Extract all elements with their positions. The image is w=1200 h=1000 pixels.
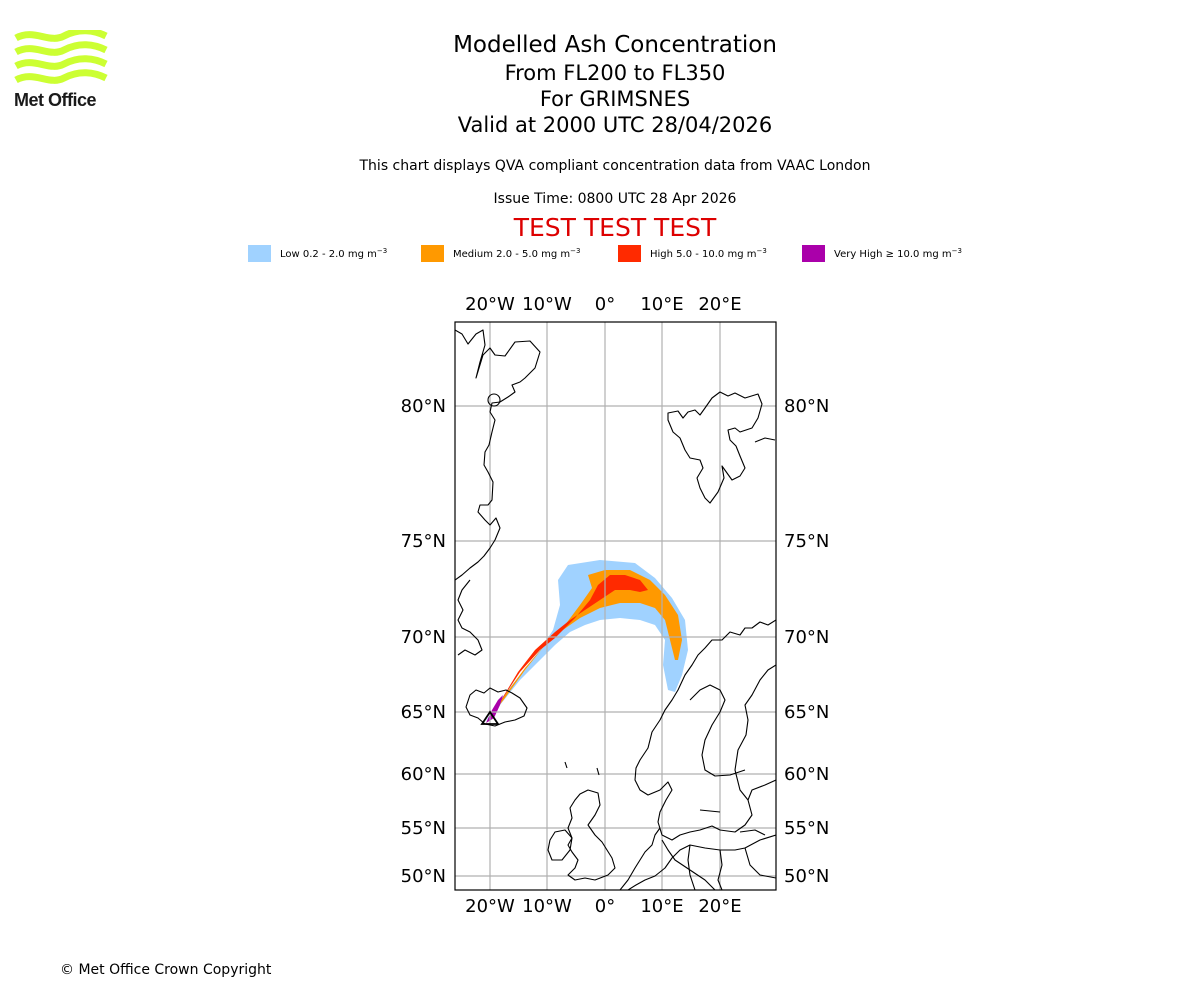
coast-greenland-east: [457, 579, 483, 656]
test-banner: TEST TEST TEST: [513, 213, 717, 242]
coast-islands-ne: [754, 437, 776, 443]
lat-label: 55°N: [401, 818, 446, 839]
lat-label: 75°N: [784, 531, 829, 552]
map-border: [454, 321, 777, 891]
flight-levels: From FL200 to FL350: [504, 61, 726, 85]
lat-label: 75°N: [401, 531, 446, 552]
volcano-marker-icon: [480, 710, 500, 725]
lon-label: 20°W: [465, 896, 515, 917]
lon-labels-top: 20°W 10°W 0° 10°E 20°E: [465, 294, 741, 315]
compliance-note: This chart displays QVA compliant concen…: [359, 158, 871, 174]
coast-faroe-shetland: [564, 761, 600, 776]
lat-label: 65°N: [401, 702, 446, 723]
legend-label: Low 0.2 - 2.0 mg m: [280, 249, 377, 260]
legend-label: High 5.0 - 10.0 mg m: [650, 249, 757, 260]
plume-high: [490, 575, 648, 718]
lat-labels-left: 80°N 75°N 70°N 65°N 60°N 55°N 50°N: [401, 396, 446, 887]
coast-continent: [619, 827, 716, 890]
lat-labels-right: 80°N 75°N 70°N 65°N 60°N 55°N 50°N: [784, 396, 829, 887]
coast-svalbard: [667, 391, 763, 504]
legend-swatch: [248, 245, 271, 262]
coast-island: [487, 393, 501, 407]
logo-text: Met Office: [14, 90, 97, 110]
borders: [687, 809, 776, 890]
volcano-name: For GRIMSNES: [539, 87, 691, 111]
graticule: [455, 322, 776, 890]
lon-label: 20°E: [698, 896, 741, 917]
coastlines: [455, 329, 776, 890]
lat-label: 50°N: [784, 866, 829, 887]
lon-labels-bottom: 20°W 10°W 0° 10°E 20°E: [465, 896, 741, 917]
coast-greenland: [455, 329, 541, 581]
met-office-logo: Met Office: [14, 27, 108, 112]
lon-label: 10°E: [640, 896, 683, 917]
coast-iceland: [465, 687, 528, 727]
lon-label: 20°E: [698, 294, 741, 315]
coast-baltic: [627, 779, 776, 890]
plume-medium: [488, 570, 682, 720]
legend-label: Very High ≥ 10.0 mg m: [834, 249, 952, 260]
coast-norway: [634, 619, 776, 841]
legend-swatch: [802, 245, 825, 262]
lat-label: 65°N: [784, 702, 829, 723]
lon-label: 10°W: [522, 896, 572, 917]
lat-label: 60°N: [784, 764, 829, 785]
lat-label: 70°N: [784, 627, 829, 648]
coast-sweden-finland: [689, 684, 746, 777]
legend-swatch: [421, 245, 444, 262]
chart-header: Modelled Ash Concentration From FL200 to…: [0, 30, 1200, 138]
met-office-waves-icon: [14, 27, 108, 84]
lon-label: 20°W: [465, 294, 515, 315]
valid-time: Valid at 2000 UTC 28/04/2026: [457, 113, 773, 137]
legend-label: Medium 2.0 - 5.0 mg m: [453, 249, 571, 260]
lon-label: 0°: [595, 896, 615, 917]
coast-great-britain: [567, 789, 616, 881]
lat-label: 80°N: [784, 396, 829, 417]
lon-label: 0°: [595, 294, 615, 315]
legend-swatch: [618, 245, 641, 262]
copyright: © Met Office Crown Copyright: [60, 962, 272, 978]
lat-label: 60°N: [401, 764, 446, 785]
coast-ireland: [547, 829, 573, 861]
lon-label: 10°W: [522, 294, 572, 315]
lat-label: 70°N: [401, 627, 446, 648]
lat-label: 55°N: [784, 818, 829, 839]
lon-label: 10°E: [640, 294, 683, 315]
issue-time: Issue Time: 0800 UTC 28 Apr 2026: [493, 191, 737, 207]
lat-label: 50°N: [401, 866, 446, 887]
chart-title: Modelled Ash Concentration: [453, 32, 777, 58]
lat-label: 80°N: [401, 396, 446, 417]
